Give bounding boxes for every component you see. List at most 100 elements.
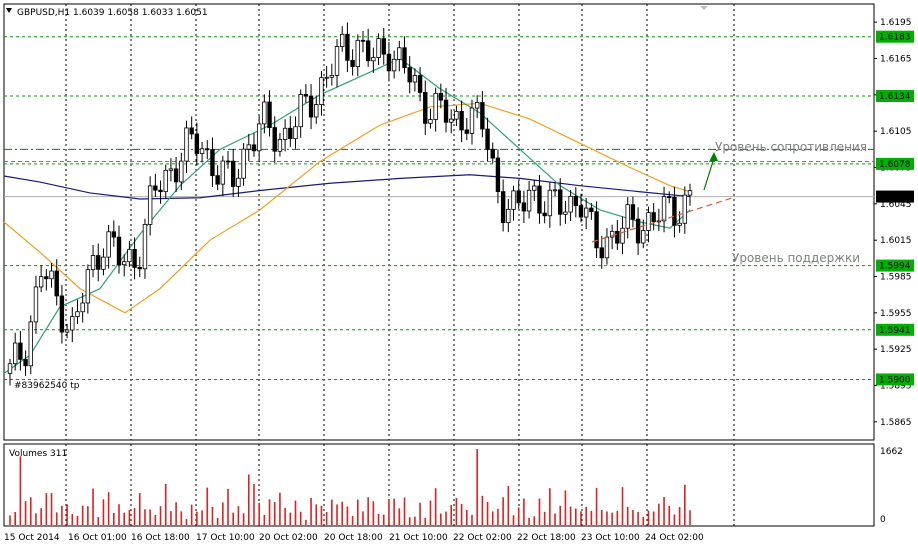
candle-bull	[391, 58, 397, 72]
candle-bull	[246, 144, 251, 150]
candle-bull	[70, 316, 75, 331]
x-axis-label: 20 Oct 02:00	[259, 533, 318, 543]
y-axis-tick-label: 1.6015	[880, 236, 912, 246]
candle-bear	[386, 53, 392, 72]
candle-bear	[537, 185, 542, 214]
candle-bear	[225, 160, 231, 163]
candle-bull	[90, 255, 96, 271]
candle-bull	[33, 286, 39, 323]
candle-bull	[625, 204, 630, 229]
candle-bear	[173, 168, 179, 183]
candle-bear	[350, 59, 355, 68]
candle-bear	[215, 175, 220, 185]
support-trendline	[591, 197, 733, 243]
y-axis-tick-label: 1.6105	[880, 127, 912, 137]
scroll-marker-icon	[700, 6, 708, 10]
candle-bull	[412, 75, 418, 83]
candle-bear	[111, 231, 117, 238]
candle-bull	[376, 38, 381, 58]
candle-bear	[18, 342, 23, 360]
candle-bear	[267, 101, 272, 128]
candle-bear	[158, 189, 163, 193]
candle-bull	[641, 230, 646, 244]
candle-bull	[568, 195, 573, 213]
x-axis-label: 24 Oct 02:00	[645, 533, 704, 543]
candle-bear	[480, 102, 485, 130]
candle-bear	[615, 230, 620, 244]
candle-bull	[371, 57, 376, 62]
candle-bull	[85, 269, 91, 304]
y-axis-tick-label: 1.6045	[880, 200, 912, 210]
candle-bear	[44, 276, 49, 280]
level-tag	[876, 90, 914, 103]
x-axis-label: 22 Oct 18:00	[517, 533, 576, 543]
candle-bear	[438, 92, 444, 101]
support-annotation: Уровень поддержки	[732, 251, 860, 265]
level-tag	[876, 259, 914, 272]
x-axis-label: 21 Oct 10:00	[389, 533, 448, 543]
level-tag-label: 1.6078	[879, 160, 911, 170]
x-axis-label: 22 Oct 02:00	[453, 533, 512, 543]
candle-bear	[345, 33, 350, 61]
candle-bull	[397, 47, 402, 60]
y-axis-tick-label: 1.5955	[880, 309, 912, 319]
level-tag-label: 1.6183	[879, 33, 911, 43]
candle-bull	[277, 139, 283, 152]
level-tag-label: 1.5900	[879, 375, 911, 385]
candle-bear	[116, 236, 122, 266]
candle-bull	[12, 342, 18, 365]
candle-bull	[106, 231, 111, 258]
candle-bear	[137, 267, 142, 270]
candle-bull	[433, 92, 438, 120]
level-tag	[876, 157, 914, 170]
candle-bull	[506, 208, 511, 223]
candle-bull	[168, 168, 174, 171]
candle-bear	[417, 75, 423, 93]
y-axis-tick-label: 1.5895	[880, 382, 912, 392]
x-axis-label: 20 Oct 18:00	[324, 533, 383, 543]
candle-bear	[210, 149, 215, 177]
candle-bear	[490, 148, 495, 159]
candle-bear	[423, 91, 428, 124]
candle-bull	[38, 276, 44, 288]
candle-bull	[220, 160, 226, 185]
level-tag-label: 1.6134	[879, 92, 911, 102]
candle-bull	[127, 249, 132, 263]
candle-bear	[407, 67, 412, 83]
candle-bull	[329, 75, 335, 78]
candle-bull	[179, 160, 184, 183]
candle-bull	[454, 110, 459, 120]
candle-bull	[298, 94, 303, 128]
arrow-up-head	[709, 152, 718, 162]
candle-bull	[293, 126, 298, 140]
candle-bull	[64, 329, 70, 333]
candle-bear	[308, 95, 314, 118]
candle-bull	[563, 211, 568, 215]
header-triangle-icon	[6, 8, 12, 13]
candle-bull	[526, 189, 532, 212]
level-tag-label: 1.5941	[879, 326, 911, 336]
candle-bull	[324, 76, 329, 79]
current-price-tag	[876, 190, 914, 203]
candle-bull	[142, 223, 148, 270]
level-tag-label: 1.5994	[879, 262, 911, 272]
candle-bear	[558, 189, 563, 215]
x-axis-label: 16 Oct 18:00	[131, 533, 190, 543]
ma-blue-line	[3, 174, 691, 200]
x-axis-label: 16 Oct 01:00	[68, 533, 127, 543]
candle-bull	[319, 77, 324, 105]
candle-bull	[262, 101, 267, 125]
candle-bull	[256, 123, 262, 152]
candle-bull	[236, 177, 241, 187]
candle-bear	[589, 207, 594, 213]
x-axis-label: 15 Oct 2014	[4, 533, 60, 543]
volume-zero-label: 0	[880, 515, 886, 525]
candle-bull	[547, 189, 553, 217]
candle-bull	[469, 107, 475, 134]
candle-bear	[667, 196, 672, 199]
candle-bull	[449, 118, 454, 123]
resistance-annotation: Уровень сопротивления	[715, 140, 867, 154]
candle-bear	[516, 190, 521, 204]
candle-bull	[199, 148, 205, 154]
